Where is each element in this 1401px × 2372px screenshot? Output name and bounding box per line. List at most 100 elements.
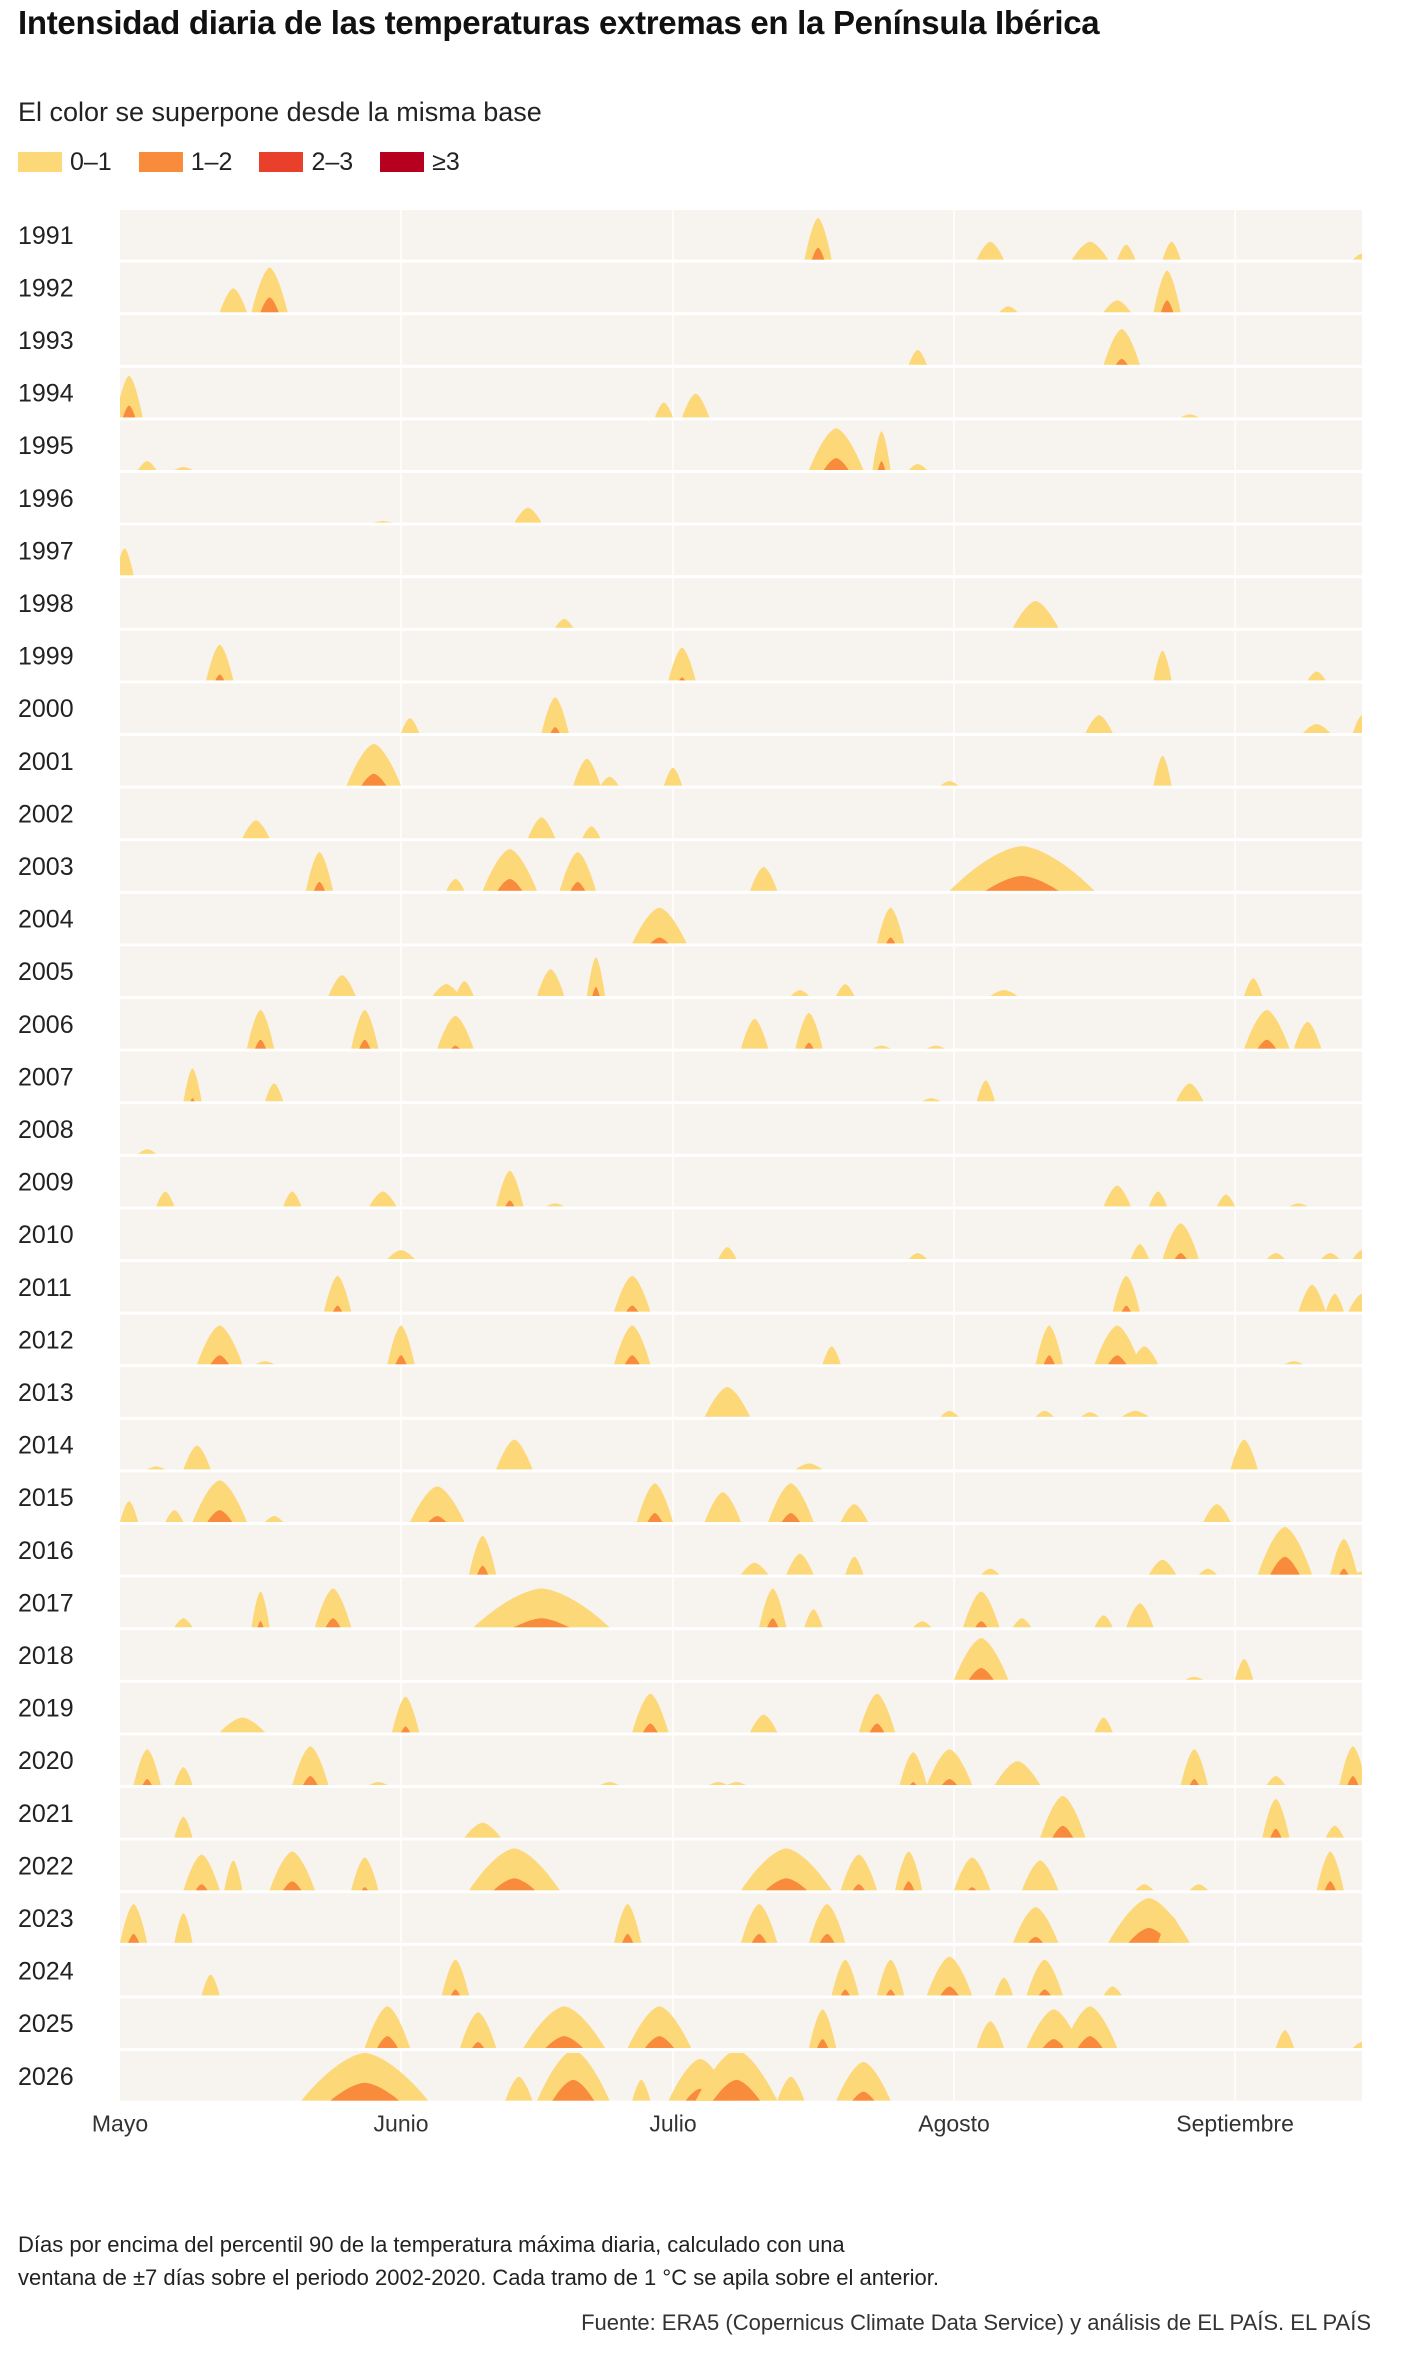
heat-event <box>1244 978 1263 996</box>
heat-event <box>614 1904 642 1943</box>
heat-area-band-0 <box>663 767 683 786</box>
heat-event <box>1094 1615 1113 1628</box>
heat-area-band-0 <box>473 1588 610 1628</box>
heat-area-band-0 <box>1035 1325 1063 1365</box>
heat-event <box>482 849 537 891</box>
heat-event <box>219 1717 266 1733</box>
year-row-2018: 2018 <box>18 1630 1362 1680</box>
heat-area-band-0 <box>976 2021 1004 2048</box>
heat-event <box>877 907 905 944</box>
heat-area-band-1 <box>192 1510 247 1522</box>
heat-area-band-1 <box>410 1516 465 1522</box>
heat-event <box>1352 253 1362 260</box>
heat-area-band-1 <box>809 1933 846 1943</box>
source-credit: Fuente: ERA5 (Copernicus Climate Data Se… <box>581 2310 1371 2335</box>
year-label: 2016 <box>18 1537 74 1565</box>
heat-event <box>632 907 687 944</box>
year-label: 2017 <box>18 1589 74 1617</box>
row-background <box>120 262 1362 313</box>
heat-area-band-0 <box>1189 1884 1208 1891</box>
heat-area-band-0 <box>1126 1603 1154 1628</box>
year-label: 2020 <box>18 1747 74 1775</box>
year-label: 2010 <box>18 1221 74 1249</box>
heat-area-band-0 <box>582 826 601 839</box>
heat-area-band-0 <box>1103 329 1140 365</box>
heat-event <box>908 349 927 365</box>
year-label: 1991 <box>18 222 74 250</box>
heat-area-band-1 <box>899 1782 927 1785</box>
heat-area-band-0 <box>1321 1253 1340 1259</box>
heat-event <box>1103 1185 1131 1207</box>
heat-area-band-0 <box>242 820 270 839</box>
heat-event <box>908 464 927 470</box>
heat-event <box>251 1591 270 1628</box>
heat-event <box>1158 1916 1186 1943</box>
heat-area-band-0 <box>251 1591 270 1628</box>
year-row-2023: 2023 <box>18 1893 1362 1943</box>
heat-event <box>777 2076 805 2101</box>
heat-event <box>305 852 333 891</box>
heat-area-band-1 <box>1108 1927 1190 1943</box>
heat-area-band-0 <box>682 393 710 418</box>
heat-event <box>469 1848 560 1891</box>
year-row-2008: 2008 <box>18 1104 1362 1154</box>
row-background <box>120 578 1362 628</box>
heat-area-band-0 <box>913 1621 932 1628</box>
heat-area-band-1 <box>387 1355 415 1365</box>
heat-event <box>432 984 460 996</box>
heat-event <box>1176 1083 1204 1102</box>
row-background <box>120 1945 1362 1996</box>
heat-area-band-0 <box>432 984 460 996</box>
heat-area-band-0 <box>1040 1795 1086 1838</box>
heat-area-band-1 <box>1094 1355 1140 1365</box>
row-background <box>120 525 1362 576</box>
year-row-2017: 2017 <box>18 1577 1362 1628</box>
year-label: 2014 <box>18 1432 74 1460</box>
heat-area-band-0 <box>1176 1083 1204 1102</box>
heat-area-band-0 <box>632 1693 669 1733</box>
heat-area-band-1 <box>473 1618 610 1628</box>
heat-area-band-1 <box>1330 1568 1358 1575</box>
year-row-1996: 1996 <box>18 473 1362 523</box>
heat-event <box>147 1466 166 1470</box>
heat-event <box>1149 1559 1177 1575</box>
heat-area-band-0 <box>1307 671 1326 681</box>
year-row-2007: 2007 <box>18 1051 1362 1102</box>
heat-event <box>460 2012 497 2048</box>
heat-area-band-0 <box>654 402 673 418</box>
heat-area-band-1 <box>1262 1828 1290 1838</box>
heat-area-band-0 <box>505 2076 533 2101</box>
heat-area-band-0 <box>1013 601 1059 628</box>
heat-event <box>246 1009 275 1049</box>
year-row-2000: 2000 <box>18 683 1362 733</box>
heat-event <box>963 1591 1000 1628</box>
heat-event <box>922 1098 941 1102</box>
heat-event <box>913 1621 932 1628</box>
heat-event <box>174 1767 193 1785</box>
heat-area-band-0 <box>283 1191 302 1207</box>
heat-event <box>795 1012 823 1049</box>
heat-area-band-0 <box>795 1463 823 1470</box>
heat-area-band-0 <box>1180 1749 1208 1785</box>
heat-area-band-0 <box>559 852 596 891</box>
heat-area-band-1 <box>269 1881 315 1891</box>
heat-event <box>668 647 696 681</box>
heat-event <box>1035 1325 1063 1365</box>
year-row-2005: 2005 <box>18 946 1362 996</box>
heat-area-band-0 <box>786 1553 814 1575</box>
heat-area-band-0 <box>709 1782 728 1785</box>
heat-event <box>392 1696 420 1733</box>
heat-event <box>872 1045 891 1049</box>
row-background <box>120 1262 1362 1312</box>
row-background <box>120 736 1362 786</box>
heat-area-band-0 <box>926 1956 973 1996</box>
year-row-2019: 2019 <box>18 1682 1362 1733</box>
heat-area-band-0 <box>514 507 542 523</box>
heat-area-band-0 <box>1330 1538 1358 1575</box>
year-label: 2023 <box>18 1905 74 1933</box>
year-row-2012: 2012 <box>18 1314 1362 1365</box>
heat-area-band-1 <box>206 674 234 681</box>
heat-event <box>1352 715 1362 733</box>
heat-area-band-0 <box>614 1904 642 1943</box>
heat-event <box>1103 300 1131 313</box>
